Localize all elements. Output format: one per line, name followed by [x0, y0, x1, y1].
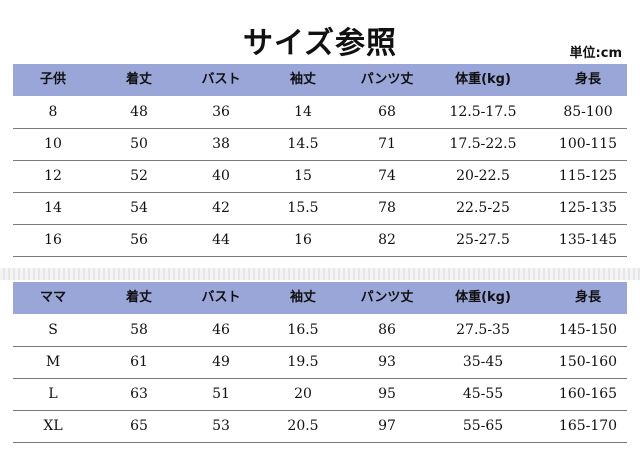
table-cell: 115-125	[558, 168, 618, 184]
table-cell: 97	[378, 418, 396, 434]
table-cell: 15.5	[287, 200, 319, 216]
table-cell: 20.5	[287, 418, 319, 434]
column-header: パンツ丈	[360, 290, 414, 305]
table-cell: 45-55	[462, 386, 504, 402]
table-cell: 86	[378, 322, 396, 338]
table-separator	[0, 268, 640, 280]
table-cell: 78	[378, 200, 396, 216]
table-cell: 150-160	[558, 354, 618, 370]
table-cell: 19.5	[287, 354, 319, 370]
table-cell: 27.5-35	[456, 322, 510, 338]
table-row: 14 54 42 15.5 78 22.5-25 125-135	[13, 192, 627, 225]
table-cell: 61	[130, 354, 148, 370]
table-row: S 58 46 16.5 86 27.5-35 145-150	[13, 314, 627, 347]
page-title: サイズ参照	[242, 26, 398, 61]
table-cell: 54	[130, 200, 148, 216]
table-cell: 135-145	[558, 232, 618, 248]
table-cell: 16.5	[287, 322, 319, 338]
column-header: 身長	[574, 290, 601, 305]
table-row: L 63 51 20 95 45-55 160-165	[13, 378, 627, 411]
table-cell: 14	[294, 104, 312, 120]
table-cell: 12	[44, 168, 62, 184]
column-header: 子供	[39, 72, 66, 87]
table-cell: 165-170	[558, 418, 618, 434]
table-cell: 10	[44, 136, 62, 152]
table-cell: 58	[130, 322, 148, 338]
table-cell: 35-45	[462, 354, 504, 370]
table-cell: 93	[378, 354, 396, 370]
table-cell: 14.5	[287, 136, 319, 152]
column-header: 着丈	[125, 290, 152, 305]
table-cell: 40	[212, 168, 230, 184]
table-row: 8 48 36 14 68 12.5-17.5 85-100	[13, 96, 627, 129]
table-cell: 71	[378, 136, 396, 152]
table-row: 12 52 40 15 74 20-22.5 115-125	[13, 160, 627, 193]
table-cell: 17.5-22.5	[449, 136, 517, 152]
column-header: 体重(kg)	[455, 290, 511, 305]
table-cell: 12.5-17.5	[449, 104, 517, 120]
table-cell: 14	[44, 200, 62, 216]
column-header: 袖丈	[289, 290, 316, 305]
column-header: 袖丈	[289, 72, 316, 87]
table-cell: 15	[294, 168, 312, 184]
table-cell: 25-27.5	[456, 232, 510, 248]
table-cell: 68	[378, 104, 396, 120]
table-cell: 160-165	[558, 386, 618, 402]
table-cell: 52	[130, 168, 148, 184]
table-cell: 16	[44, 232, 62, 248]
table-cell: 20	[294, 386, 312, 402]
table-cell: 53	[212, 418, 230, 434]
column-header: ママ	[39, 290, 66, 305]
table-cell: 16	[294, 232, 312, 248]
table-cell: 51	[212, 386, 230, 402]
mom-header-row: ママ 着丈 バスト 袖丈 パンツ丈 体重(kg) 身長	[13, 282, 627, 314]
table-row: XL 65 53 20.5 97 55-65 165-170	[13, 410, 627, 443]
table-cell: M	[45, 354, 61, 370]
column-header: パンツ丈	[360, 72, 414, 87]
table-cell: 145-150	[558, 322, 618, 338]
table-cell: 74	[378, 168, 396, 184]
table-cell: 8	[48, 104, 58, 120]
table-cell: 85-100	[563, 104, 613, 120]
table-cell: 46	[212, 322, 230, 338]
table-cell: 22.5-25	[456, 200, 510, 216]
column-header: 体重(kg)	[455, 72, 511, 87]
table-cell: 125-135	[558, 200, 618, 216]
table-cell: 56	[130, 232, 148, 248]
table-cell: 36	[212, 104, 230, 120]
table-cell: 63	[130, 386, 148, 402]
table-cell: 38	[212, 136, 230, 152]
unit-label: 単位:cm	[569, 46, 622, 61]
table-cell: 55-65	[462, 418, 504, 434]
table-cell: 20-22.5	[456, 168, 510, 184]
column-header: バスト	[201, 290, 241, 305]
kids-header-row: 子供 着丈 バスト 袖丈 パンツ丈 体重(kg) 身長	[13, 64, 627, 96]
table-cell: 44	[212, 232, 230, 248]
table-cell: 100-115	[558, 136, 618, 152]
table-cell: 95	[378, 386, 396, 402]
table-row: 10 50 38 14.5 71 17.5-22.5 100-115	[13, 128, 627, 161]
table-cell: XL	[43, 418, 63, 434]
table-cell: S	[48, 322, 58, 338]
table-row: M 61 49 19.5 93 35-45 150-160	[13, 346, 627, 379]
column-header: バスト	[201, 72, 241, 87]
table-cell: 49	[212, 354, 230, 370]
column-header: 身長	[574, 72, 601, 87]
table-cell: L	[48, 386, 58, 402]
table-cell: 65	[130, 418, 148, 434]
table-row: 16 56 44 16 82 25-27.5 135-145	[13, 224, 627, 257]
table-cell: 82	[378, 232, 396, 248]
column-header: 着丈	[125, 72, 152, 87]
table-cell: 48	[130, 104, 148, 120]
table-cell: 42	[212, 200, 230, 216]
table-cell: 50	[130, 136, 148, 152]
